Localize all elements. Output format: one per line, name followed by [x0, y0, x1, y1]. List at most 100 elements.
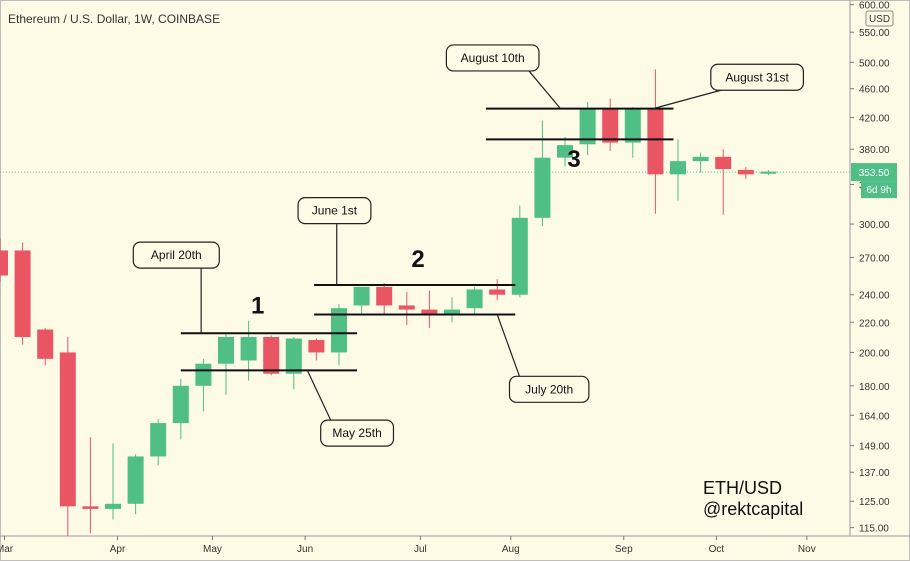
candle — [579, 102, 596, 156]
candle-body — [218, 336, 234, 364]
candle — [376, 283, 393, 314]
levels — [180, 107, 674, 372]
callout-text: August 31st — [725, 70, 789, 84]
callout: May 25th — [306, 370, 395, 447]
candle — [14, 242, 31, 345]
candle — [172, 378, 189, 440]
candle-body — [534, 157, 551, 218]
candle-body — [511, 217, 528, 295]
candle-body — [195, 363, 212, 386]
candles — [0, 69, 777, 536]
callout-pointer — [528, 70, 561, 110]
price-tick-label: 420.00 — [859, 114, 890, 125]
candle-body — [331, 308, 347, 353]
currency-badge-box — [865, 10, 894, 27]
price-tick-label: 149.00 — [859, 442, 890, 453]
current-price-badge: 353.50 — [851, 163, 897, 182]
candle — [692, 152, 709, 173]
candle — [218, 332, 234, 395]
price-tick-label: 500.00 — [859, 58, 890, 69]
candle-body — [444, 309, 460, 314]
candle — [534, 120, 551, 227]
time-tick-label: May — [203, 544, 222, 555]
time-tick-label: Nov — [798, 544, 816, 555]
price-tick-label: 180.00 — [859, 382, 890, 393]
time-tick-label: Mar — [0, 544, 14, 555]
candle — [308, 338, 325, 361]
time-tick-label: Aug — [502, 544, 520, 555]
candle-body — [647, 108, 664, 175]
candle-body — [37, 329, 54, 359]
candle — [647, 69, 664, 214]
candle — [715, 149, 732, 215]
callout: August 10th — [445, 44, 561, 110]
candle-body — [14, 250, 31, 337]
candle-body — [263, 336, 280, 374]
candle — [150, 419, 167, 466]
candle-body — [466, 289, 483, 309]
chart-title: Ethereum / U.S. Dollar, 1W, COINBASE — [8, 12, 221, 26]
candle-body — [127, 456, 144, 504]
candle-body — [353, 286, 370, 306]
candle — [82, 437, 99, 534]
time-tick-label: Oct — [709, 544, 725, 555]
candle-body — [624, 108, 641, 143]
price-tick-label: 137.00 — [859, 468, 890, 479]
current-price-badge-box — [851, 163, 897, 182]
callout-text: April 20th — [151, 248, 202, 262]
price-tick-label: 380.00 — [859, 145, 890, 156]
candle-body — [285, 338, 302, 374]
callout: July 20th — [496, 314, 590, 403]
candle-body — [376, 286, 393, 306]
callout: August 31st — [652, 63, 804, 110]
candle-body — [105, 503, 121, 509]
candle — [670, 139, 686, 201]
candle-body — [715, 156, 732, 169]
candle — [59, 336, 76, 536]
zone-label: 1 — [251, 293, 264, 320]
callout-text: May 25th — [332, 426, 381, 440]
current-price-badge-text: 353.50 — [859, 168, 890, 179]
price-tick-label: 200.00 — [859, 348, 890, 359]
callout-box — [297, 197, 372, 225]
countdown-badge: 6d 9h — [861, 181, 897, 199]
candle-body — [760, 171, 777, 174]
candle — [624, 107, 641, 158]
candle — [760, 169, 777, 176]
candle — [421, 290, 438, 329]
candle — [0, 238, 8, 282]
candle — [263, 335, 280, 376]
candle-body — [150, 423, 167, 457]
candle — [466, 286, 483, 314]
callout-pointer — [652, 89, 721, 110]
price-tick-label: 240.00 — [859, 291, 890, 302]
time-tick-label: Jul — [414, 544, 427, 555]
candle — [557, 136, 573, 167]
price-tick-label: 270.00 — [859, 253, 890, 264]
currency-badge: USD — [865, 10, 894, 27]
candle — [195, 358, 212, 412]
candle — [240, 320, 257, 381]
candle — [489, 279, 506, 301]
candle-body — [82, 506, 99, 509]
callout-box — [132, 241, 220, 269]
candle — [353, 286, 370, 316]
watermark: ETH/USD @rektcapital — [703, 478, 803, 520]
price-tick-label: 220.00 — [859, 318, 890, 329]
price-tick-label: 164.00 — [859, 411, 890, 422]
callout: June 1st — [297, 197, 372, 285]
candle — [285, 336, 302, 390]
callout-box — [320, 419, 395, 447]
time-tick-label: Sep — [615, 544, 633, 555]
callout-box — [710, 63, 804, 91]
candle-body — [692, 156, 709, 162]
candle — [602, 98, 619, 151]
candle — [737, 167, 754, 179]
callout-pointer — [496, 314, 521, 377]
callout-pointer — [306, 370, 332, 421]
candle-body — [670, 161, 686, 175]
callouts: April 20th May 25th June 1st July 20th Augus… — [132, 44, 804, 447]
candle — [37, 328, 54, 366]
